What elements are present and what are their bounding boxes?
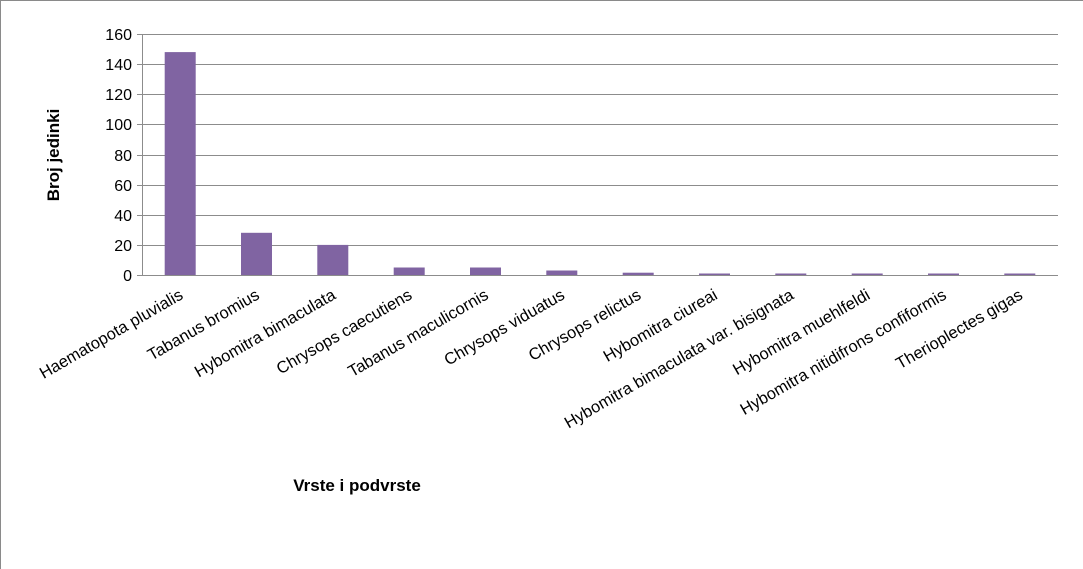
bars [164, 52, 1036, 275]
bar [470, 267, 501, 275]
x-axis-title: Vrste i podvrste [293, 476, 421, 495]
bar [622, 272, 654, 275]
y-tick-label: 120 [105, 87, 132, 104]
bar [928, 273, 959, 275]
y-tick-label: 20 [114, 238, 132, 255]
bar [317, 244, 349, 275]
x-tick-label: Chrysops caecutiens [274, 286, 416, 378]
gridlines [142, 34, 1058, 276]
y-axis-title: Broj jedinki [44, 109, 63, 202]
bar [164, 52, 196, 275]
y-tick-label: 0 [123, 268, 132, 285]
bar [775, 273, 807, 275]
y-tick-label: 140 [105, 57, 132, 74]
x-tick-label: Therioplectes gigas [893, 286, 1026, 373]
bar [1004, 273, 1036, 275]
bar [699, 273, 730, 275]
y-axis: 0 20 40 60 80 100 120 140 160 [105, 27, 143, 285]
bar [851, 273, 883, 275]
x-tick-label: Tabanus maculicornis [345, 286, 491, 381]
bar [241, 232, 272, 275]
x-tick-label: Haematopota pluvialis [37, 286, 187, 383]
bar [393, 267, 425, 275]
bar [546, 270, 578, 275]
x-tick-label: Hybomitra bimaculata [192, 285, 340, 381]
y-tick-label: 60 [114, 178, 132, 195]
y-tick-label: 160 [105, 27, 132, 44]
y-tick-label: 40 [114, 208, 132, 225]
y-tick-label: 80 [114, 148, 132, 165]
y-tick-label: 100 [105, 117, 132, 134]
